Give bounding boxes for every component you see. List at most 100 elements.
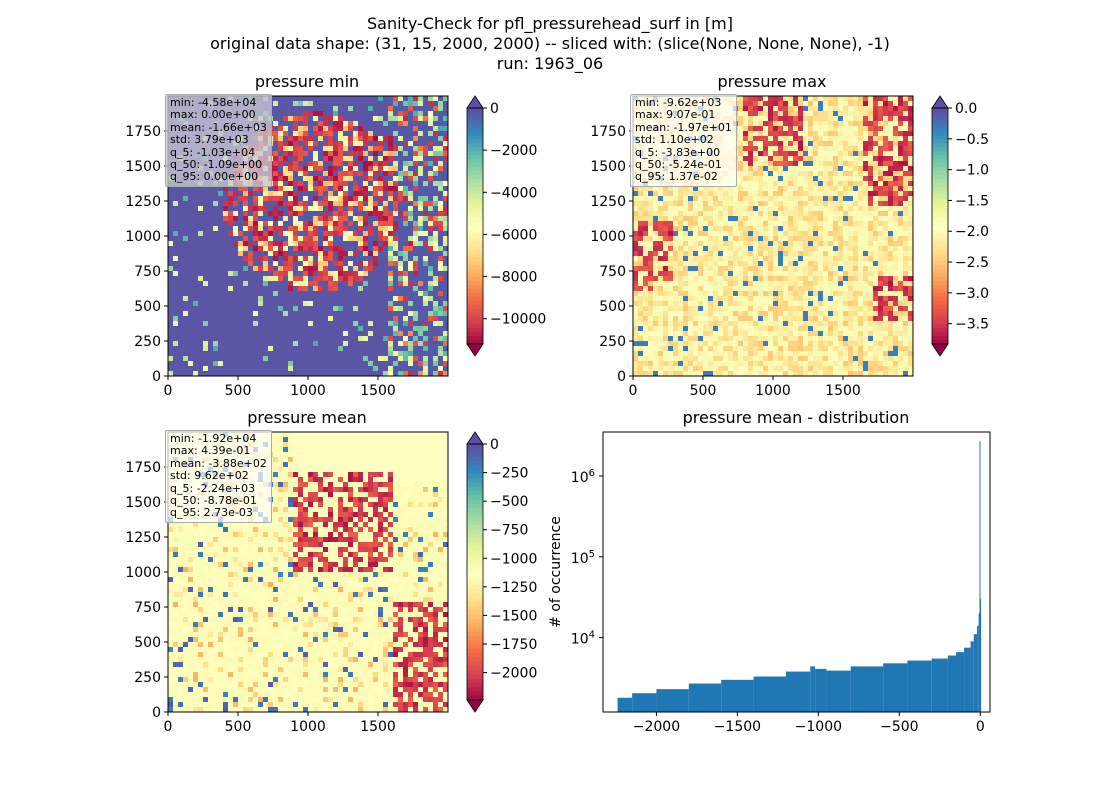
heatmap-cell xyxy=(768,96,774,102)
heatmap-cell xyxy=(183,281,189,287)
heatmap-cell xyxy=(303,181,309,187)
heatmap-cell xyxy=(173,201,179,207)
colorbar-segment xyxy=(467,198,483,203)
heatmap-cell xyxy=(298,231,304,237)
heatmap-cell xyxy=(188,221,194,227)
heatmap-cell xyxy=(363,196,369,202)
heatmap-cell xyxy=(168,256,174,262)
heatmap-cell xyxy=(783,156,789,162)
heatmap-cell xyxy=(418,201,424,207)
heatmap-cell xyxy=(293,146,299,152)
heatmap-cell xyxy=(423,191,429,197)
heatmap-cell xyxy=(813,226,819,232)
heatmap-cell xyxy=(308,216,314,222)
heatmap-cell xyxy=(233,286,239,292)
heatmap-cell xyxy=(408,156,414,162)
heatmap-cell xyxy=(383,121,389,127)
heatmap-cell xyxy=(308,96,314,102)
heatmap-cell xyxy=(318,266,324,272)
heatmap-cell xyxy=(278,316,284,322)
heatmap-cell xyxy=(403,331,409,337)
heatmap-cell xyxy=(348,141,354,147)
heatmap-cell xyxy=(218,366,224,372)
heatmap-cell xyxy=(368,291,374,297)
heatmap-cell xyxy=(833,176,839,182)
heatmap-cell xyxy=(378,136,384,142)
heatmap-cell xyxy=(338,341,344,347)
y-tick-label: 1250 xyxy=(125,194,161,210)
heatmap-cell xyxy=(298,121,304,127)
heatmap-cell xyxy=(753,221,759,227)
heatmap-cell xyxy=(418,291,424,297)
heatmap-cell xyxy=(658,211,664,217)
heatmap-cell xyxy=(313,316,319,322)
heatmap-cell xyxy=(203,346,209,352)
heatmap-cell xyxy=(783,121,789,127)
heatmap-cell xyxy=(313,101,319,107)
heatmap-cell xyxy=(438,236,444,242)
heatmap-cell xyxy=(358,221,364,227)
heatmap-cell xyxy=(443,161,449,167)
heatmap-cell xyxy=(333,266,339,272)
heatmap-cell xyxy=(343,236,349,242)
heatmap-cell xyxy=(283,186,289,192)
heatmap-cell xyxy=(288,201,294,207)
heatmap-cell xyxy=(398,211,404,217)
heatmap-cell xyxy=(213,361,219,367)
heatmap-cell xyxy=(363,201,369,207)
heatmap-cell xyxy=(743,221,749,227)
heatmap-cell xyxy=(798,141,804,147)
heatmap-cell xyxy=(343,131,349,137)
heatmap-cell xyxy=(278,341,284,347)
heatmap-cell xyxy=(418,141,424,147)
heatmap-cell xyxy=(413,301,419,307)
heatmap-cell xyxy=(283,131,289,137)
heatmap-cell xyxy=(893,131,899,137)
heatmap-cell xyxy=(288,101,294,107)
heatmap-cell xyxy=(853,186,859,192)
heatmap-cell xyxy=(353,131,359,137)
heatmap-cell xyxy=(198,326,204,332)
heatmap-cell xyxy=(258,196,264,202)
heatmap-cell xyxy=(413,131,419,137)
heatmap-cell xyxy=(793,96,799,102)
heatmap-cell xyxy=(853,226,859,232)
heatmap-cell xyxy=(333,126,339,132)
heatmap-cell xyxy=(333,211,339,217)
heatmap-cell xyxy=(208,206,214,212)
heatmap-cell xyxy=(873,136,879,142)
heatmap-cell xyxy=(428,301,434,307)
heatmap-cell xyxy=(308,231,314,237)
heatmap-cell xyxy=(268,366,274,372)
heatmap-cell xyxy=(813,241,819,247)
heatmap-cell xyxy=(843,206,849,212)
heatmap-cell xyxy=(418,236,424,242)
heatmap-cell xyxy=(308,346,314,352)
heatmap-cell xyxy=(853,106,859,112)
heatmap-cell xyxy=(868,151,874,157)
heatmap-cell xyxy=(343,296,349,302)
heatmap-cell xyxy=(218,191,224,197)
heatmap-cell xyxy=(423,291,429,297)
heatmap-cell xyxy=(828,191,834,197)
heatmap-cell xyxy=(313,141,319,147)
heatmap-cell xyxy=(693,196,699,202)
heatmap-cell xyxy=(778,101,784,107)
heatmap-cell xyxy=(403,211,409,217)
heatmap-cell xyxy=(888,171,894,177)
heatmap-cell xyxy=(743,101,749,107)
heatmap-cell xyxy=(178,251,184,257)
heatmap-cell xyxy=(268,226,274,232)
heatmap-cell xyxy=(253,261,259,267)
heatmap-cell xyxy=(768,111,774,117)
heatmap-cell xyxy=(268,306,274,312)
heatmap-cell xyxy=(298,326,304,332)
heatmap-cell xyxy=(848,96,854,102)
heatmap-cell xyxy=(903,191,909,197)
heatmap-cell xyxy=(838,111,844,117)
heatmap-cell xyxy=(433,181,439,187)
heatmap-cell xyxy=(293,251,299,257)
colorbar-segment xyxy=(467,135,483,140)
heatmap-cell xyxy=(413,271,419,277)
heatmap-cell xyxy=(813,171,819,177)
